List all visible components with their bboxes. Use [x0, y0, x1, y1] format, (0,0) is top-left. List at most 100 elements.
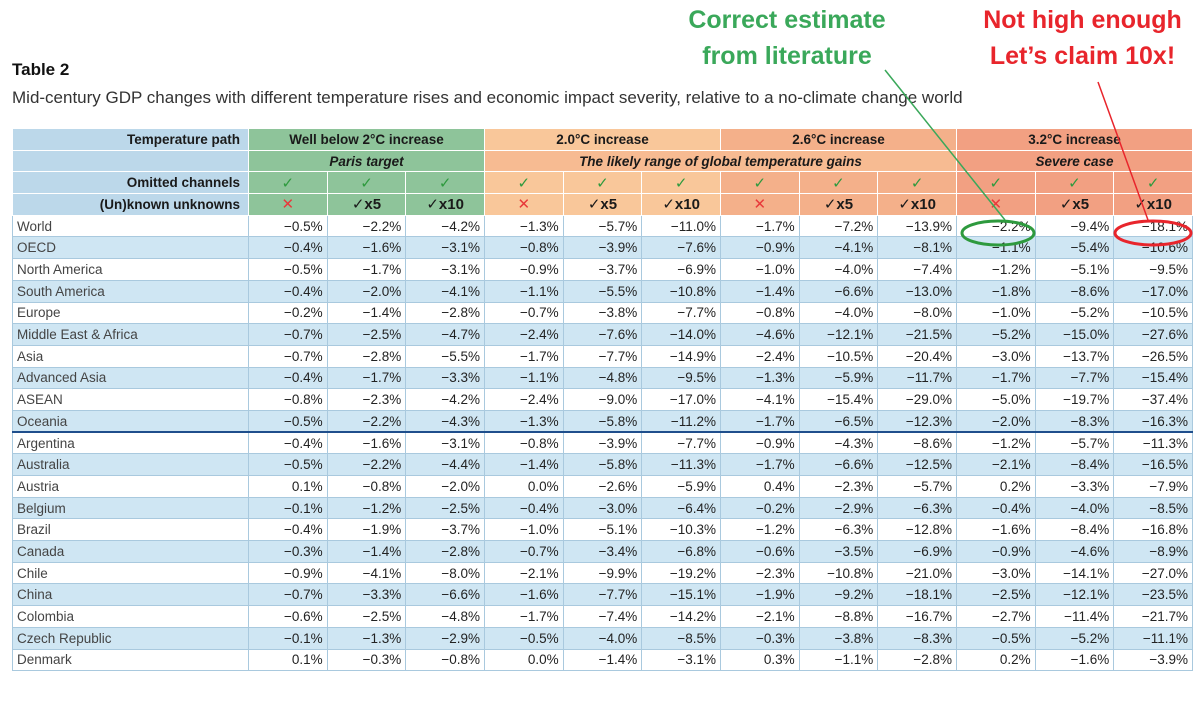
row-label: Europe [12, 301, 249, 325]
row-label: Brazil [12, 518, 249, 542]
row-label: Advanced Asia [12, 366, 249, 390]
table-row: Europe −0.2% −1.4% −2.8% −0.7% −3.8% −7.7% −0.8… [12, 301, 1193, 325]
unknowns-cell: ✓x10 [1113, 193, 1193, 216]
value-cell: −2.5% [955, 583, 1036, 607]
value-cell: −9.0% [562, 388, 643, 411]
row-label: Asia [12, 344, 249, 368]
value-cell: −2.5% [405, 496, 485, 520]
value-cell: −20.4% [877, 344, 957, 368]
value-cell: −2.5% [326, 605, 407, 628]
table-row: Argentina −0.4% −1.6% −3.1% −0.8% −3.9% −7.7% −… [12, 431, 1193, 455]
value-cell: −3.0% [562, 496, 643, 520]
value-cell: −1.3% [483, 409, 564, 434]
value-cell: −4.2% [405, 214, 485, 238]
row-label: Austria [12, 475, 249, 498]
value-cell: −21.0% [877, 561, 957, 585]
omitted-check-cell: ✓ [719, 171, 800, 195]
value-cell: −16.7% [877, 605, 957, 628]
value-cell: −14.9% [641, 344, 721, 368]
value-cell: −3.3% [1034, 475, 1115, 498]
value-cell: −0.3% [326, 648, 407, 672]
value-cell: −4.0% [1034, 496, 1115, 520]
header-group-well-below-2c: Well below 2°C increase [248, 128, 485, 151]
annotation-green-line2: from literature [702, 42, 872, 70]
value-cell: −8.6% [877, 431, 957, 455]
value-cell: −1.1% [798, 648, 879, 672]
header-sub-paris-target: Paris target [248, 149, 485, 173]
value-cell: −3.8% [798, 626, 879, 650]
value-cell: −2.4% [483, 323, 564, 346]
table-row: Australia −0.5% −2.2% −4.4% −1.4% −5.8% −11.3%… [12, 453, 1193, 476]
value-cell: −8.5% [1113, 496, 1193, 520]
value-cell: −1.1% [483, 366, 564, 390]
value-cell: −8.1% [877, 236, 957, 260]
value-cell: −5.2% [1034, 626, 1115, 650]
value-cell: −12.5% [877, 453, 957, 476]
value-cell: −1.1% [955, 236, 1036, 260]
value-cell: −4.7% [405, 323, 485, 346]
value-cell: −2.2% [326, 409, 407, 434]
value-cell: −10.3% [641, 518, 721, 542]
header-row-temperature-path: Temperature path Well below 2°C increase… [12, 128, 1193, 151]
value-cell: −0.7% [248, 583, 328, 607]
value-cell: −0.7% [248, 344, 328, 368]
table-row: OECD −0.4% −1.6% −3.1% −0.8% −3.9% −7.6% −0.9% −… [12, 236, 1193, 260]
value-cell: −4.1% [719, 388, 800, 411]
value-cell: −0.5% [955, 626, 1036, 650]
value-cell: −0.5% [248, 409, 328, 434]
value-cell: −6.3% [798, 518, 879, 542]
value-cell: −14.2% [641, 605, 721, 628]
value-cell: −15.4% [1113, 366, 1193, 390]
value-cell: −1.0% [719, 258, 800, 281]
value-cell: −1.7% [483, 344, 564, 368]
value-cell: −29.0% [877, 388, 957, 411]
value-cell: −3.5% [798, 540, 879, 563]
value-cell: −1.7% [955, 366, 1036, 390]
value-cell: −37.4% [1113, 388, 1193, 411]
unknowns-cell: ✕ [483, 193, 564, 216]
value-cell: −0.9% [955, 540, 1036, 563]
row-label: Denmark [12, 648, 249, 672]
value-cell: −4.1% [326, 561, 407, 585]
value-cell: −10.5% [798, 344, 879, 368]
value-cell: −0.4% [955, 496, 1036, 520]
unknowns-cell: ✕ [955, 193, 1036, 216]
value-cell: −1.7% [326, 366, 407, 390]
row-label: Czech Republic [12, 626, 249, 650]
value-cell: 0.0% [483, 648, 564, 672]
unknowns-cell: ✓x10 [877, 193, 957, 216]
value-cell: −11.0% [641, 214, 721, 238]
value-cell: −0.3% [248, 540, 328, 563]
value-cell: −15.4% [798, 388, 879, 411]
annotation-red-line1: Not high enough [983, 6, 1182, 34]
header-sub-likely-range: The likely range of global temperature g… [483, 149, 957, 173]
value-cell: −0.8% [719, 301, 800, 325]
row-label: Colombia [12, 605, 249, 628]
value-cell: −5.5% [405, 344, 485, 368]
value-cell: −1.7% [326, 258, 407, 281]
value-cell: −16.8% [1113, 518, 1193, 542]
header-label-unknowns: (Un)known unknowns [12, 193, 249, 216]
value-cell: −2.1% [955, 453, 1036, 476]
value-cell: −13.7% [1034, 344, 1115, 368]
value-cell: −1.3% [483, 214, 564, 238]
value-cell: −0.7% [483, 301, 564, 325]
check-icon: ✓ [360, 174, 373, 192]
value-cell: −0.7% [248, 323, 328, 346]
value-cell: −3.7% [562, 258, 643, 281]
omitted-check-cell: ✓ [483, 171, 564, 195]
check-icon: ✓ [517, 174, 531, 192]
value-cell: −3.9% [562, 431, 643, 455]
value-cell: −14.0% [641, 323, 721, 346]
value-cell: −2.4% [719, 344, 800, 368]
value-cell: −8.9% [1113, 540, 1193, 563]
value-cell: −1.2% [719, 518, 800, 542]
value-cell: −0.8% [248, 388, 328, 411]
value-cell: −10.6% [1113, 236, 1193, 260]
value-cell: −1.4% [719, 279, 800, 303]
value-cell: −16.5% [1113, 453, 1193, 476]
value-cell: −2.3% [798, 475, 879, 498]
check-icon: ✓ [753, 174, 767, 192]
value-cell: −2.6% [562, 475, 643, 498]
value-cell: −9.9% [562, 561, 643, 585]
